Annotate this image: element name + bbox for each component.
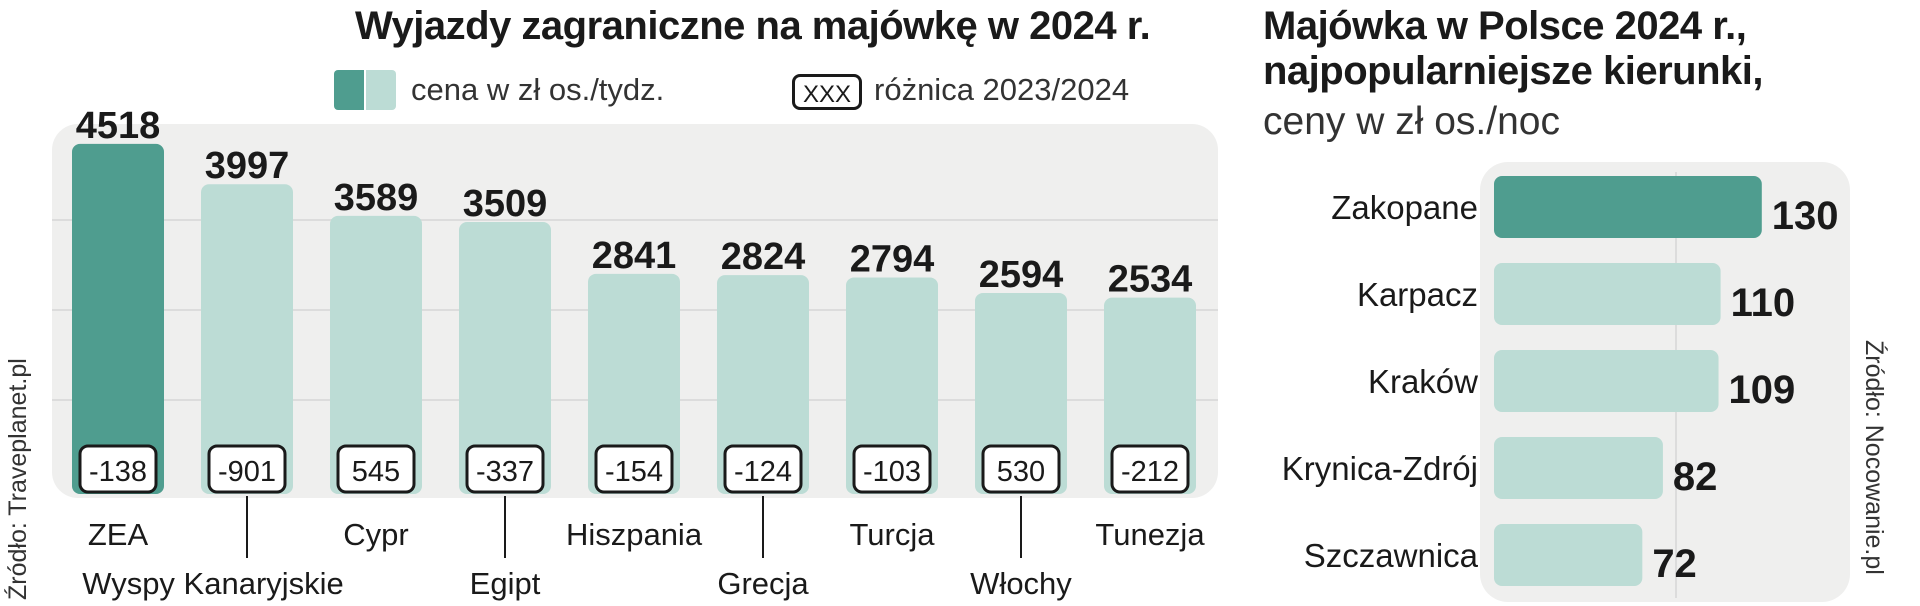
value-label: 2841 [592,235,677,277]
diff-box [1110,444,1190,494]
diff-label: -124 [734,456,792,488]
legend-box-sample: XXX [792,74,862,110]
right-chart-subtitle: ceny w zł os./noc [1263,100,1560,143]
category-label: Cypr [343,517,408,552]
bar-turcja [846,277,938,494]
diff-label: -103 [863,456,921,488]
legend-price-label: cena w zł os./tydz. [411,72,665,107]
left-bar-chart: 4518 -138 ZEA 3997 -901 Wyspy Kanaryjskie 3589… [52,105,1218,601]
bar-egipt [459,222,551,495]
value-label: 3509 [463,183,548,225]
hbar-szczawnica [1494,524,1643,586]
category-label: Turcja [850,517,936,552]
value-label: 3589 [334,177,419,219]
hbar-value-label: 72 [1652,542,1697,586]
legend-diff-label: różnica 2023/2024 [874,72,1130,107]
diff-label: -154 [605,456,663,488]
hbar-zakopane [1494,176,1762,238]
hbar-category-label: Krynica-Zdrój [1282,450,1478,487]
value-label: 2794 [850,238,935,280]
bar-wyspy-kanaryjskie [201,184,293,495]
diff-box [465,444,545,494]
bar-grecja [717,275,809,494]
bar-hiszpania [588,273,680,494]
diff-box [594,444,674,494]
diff-label: 545 [352,456,400,488]
hbar-karpacz [1494,263,1721,325]
category-label: Włochy [970,566,1072,601]
hbar-value-label: 82 [1673,455,1718,499]
diff-box [981,444,1061,494]
hbar-value-label: 110 [1731,281,1796,325]
diff-label: -138 [89,456,147,488]
hbar-krynica-zdrój [1494,437,1663,499]
hbar-category-label: Zakopane [1331,189,1478,226]
diff-box [852,444,932,494]
diff-box [207,444,287,494]
diff-box [336,444,416,494]
diff-label: 530 [997,456,1045,488]
category-label: ZEA [88,517,149,552]
hbar-category-label: Karpacz [1357,276,1478,313]
diff-label: -212 [1121,456,1179,488]
value-label: 2534 [1108,259,1193,301]
bar-cypr [330,215,422,495]
value-label: 4518 [76,105,161,147]
category-label: Hiszpania [566,517,703,552]
bar-włochy [975,292,1067,494]
right-title-line2: najpopularniejsze kierunki, [1263,48,1763,93]
hbar-kraków [1494,350,1719,412]
bar-zea [72,143,164,495]
right-chart-title: Majówka w Polsce 2024 r., najpopularniej… [1263,4,1763,94]
hbar-value-label: 109 [1729,368,1796,412]
value-label: 2824 [721,236,806,278]
legend-swatch-highlight [334,70,364,110]
right-title-line1: Majówka w Polsce 2024 r., [1263,4,1747,48]
left-chart-title: Wyjazdy zagraniczne na majówkę w 2024 r. [355,4,1151,48]
category-label: Grecja [717,566,809,601]
value-label: 3997 [205,145,290,187]
legend-swatch-bar [366,70,396,110]
diff-label: -901 [218,456,276,488]
hbar-category-label: Kraków [1368,363,1478,400]
value-label: 2594 [979,254,1064,296]
category-label: Wyspy Kanaryjskie [82,566,344,601]
hbar-value-label: 130 [1772,194,1839,238]
diff-label: -337 [476,456,534,488]
diff-box [78,444,158,494]
category-label: Tunezja [1095,517,1205,552]
category-label: Egipt [470,566,541,601]
hbar-category-label: Szczawnica [1304,537,1479,574]
diff-box [723,444,803,494]
